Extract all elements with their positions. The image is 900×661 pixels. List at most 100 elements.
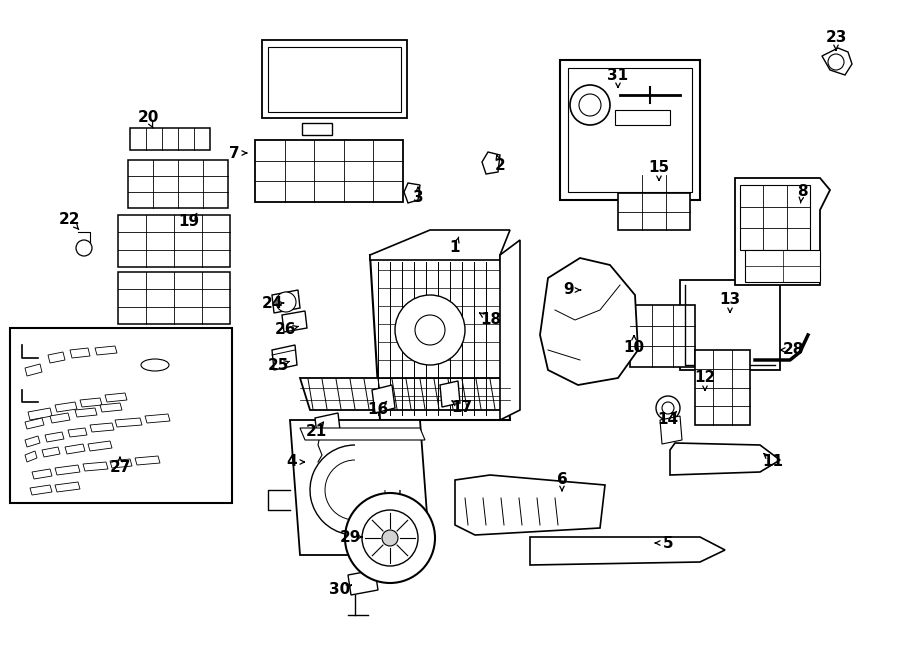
Polygon shape xyxy=(28,408,52,420)
Polygon shape xyxy=(55,402,77,412)
Text: 5: 5 xyxy=(662,535,673,551)
Text: 15: 15 xyxy=(648,161,670,176)
Polygon shape xyxy=(404,183,420,203)
Circle shape xyxy=(570,85,610,125)
Polygon shape xyxy=(25,436,40,447)
Bar xyxy=(695,350,750,425)
Text: 29: 29 xyxy=(339,529,361,545)
Polygon shape xyxy=(370,255,510,420)
Polygon shape xyxy=(50,413,70,423)
Bar xyxy=(262,40,407,118)
Polygon shape xyxy=(272,290,300,313)
Polygon shape xyxy=(660,416,682,444)
Polygon shape xyxy=(25,418,44,429)
Polygon shape xyxy=(25,451,37,462)
Text: 19: 19 xyxy=(178,215,200,229)
Text: 24: 24 xyxy=(261,295,283,311)
Polygon shape xyxy=(25,364,42,376)
Polygon shape xyxy=(55,465,80,475)
Text: 23: 23 xyxy=(825,30,847,46)
Bar xyxy=(740,185,810,250)
Polygon shape xyxy=(482,152,500,174)
Polygon shape xyxy=(745,250,820,282)
Text: 3: 3 xyxy=(413,190,423,204)
Polygon shape xyxy=(65,444,85,454)
Polygon shape xyxy=(90,423,114,432)
Text: 22: 22 xyxy=(59,212,81,227)
Polygon shape xyxy=(440,381,460,407)
Circle shape xyxy=(345,493,435,583)
Polygon shape xyxy=(75,408,97,417)
Bar xyxy=(255,140,403,202)
Bar xyxy=(630,305,695,367)
Polygon shape xyxy=(348,570,378,595)
Circle shape xyxy=(415,315,445,345)
Polygon shape xyxy=(32,469,52,479)
Text: 13: 13 xyxy=(719,293,741,307)
Polygon shape xyxy=(670,443,780,475)
Bar xyxy=(118,272,230,324)
Circle shape xyxy=(276,292,296,312)
Text: 31: 31 xyxy=(608,67,628,83)
Text: 30: 30 xyxy=(329,582,351,598)
Polygon shape xyxy=(45,432,64,442)
Circle shape xyxy=(662,402,674,414)
Polygon shape xyxy=(455,475,605,535)
Text: 25: 25 xyxy=(267,358,289,373)
Polygon shape xyxy=(735,178,830,285)
Polygon shape xyxy=(315,413,340,435)
Polygon shape xyxy=(30,485,52,495)
Polygon shape xyxy=(290,420,430,555)
Text: 9: 9 xyxy=(563,282,574,297)
Polygon shape xyxy=(110,459,132,468)
Polygon shape xyxy=(272,345,297,370)
Bar xyxy=(615,110,670,125)
Polygon shape xyxy=(88,441,112,451)
Bar xyxy=(10,328,232,503)
Polygon shape xyxy=(135,456,160,465)
Polygon shape xyxy=(95,346,117,355)
Bar xyxy=(560,60,700,200)
Polygon shape xyxy=(540,258,638,385)
Ellipse shape xyxy=(141,359,169,371)
Polygon shape xyxy=(115,418,142,427)
Circle shape xyxy=(76,240,92,256)
Text: 6: 6 xyxy=(556,473,567,488)
Circle shape xyxy=(362,510,418,566)
Bar xyxy=(118,215,230,267)
Bar xyxy=(128,160,228,208)
Bar xyxy=(268,47,401,112)
Bar xyxy=(618,175,690,230)
Circle shape xyxy=(828,54,844,70)
Polygon shape xyxy=(372,385,395,413)
Circle shape xyxy=(382,530,398,546)
Text: 16: 16 xyxy=(367,403,389,418)
Bar xyxy=(568,68,692,192)
Polygon shape xyxy=(300,378,510,410)
Text: 17: 17 xyxy=(452,401,472,416)
Text: 2: 2 xyxy=(495,157,506,173)
Bar xyxy=(130,128,210,150)
Text: 27: 27 xyxy=(109,461,130,475)
Text: 18: 18 xyxy=(481,313,501,327)
Text: 12: 12 xyxy=(695,371,716,385)
Text: 11: 11 xyxy=(762,455,784,469)
Polygon shape xyxy=(282,311,307,332)
Text: 1: 1 xyxy=(450,241,460,256)
Polygon shape xyxy=(370,230,510,260)
Polygon shape xyxy=(500,240,520,420)
Text: 26: 26 xyxy=(275,323,297,338)
Polygon shape xyxy=(145,414,170,423)
Text: 7: 7 xyxy=(229,145,239,161)
Text: 14: 14 xyxy=(657,412,679,428)
Circle shape xyxy=(656,396,680,420)
Circle shape xyxy=(579,94,601,116)
Polygon shape xyxy=(48,352,65,363)
Text: 28: 28 xyxy=(782,342,804,358)
Polygon shape xyxy=(105,393,127,402)
Polygon shape xyxy=(83,462,108,471)
Text: 10: 10 xyxy=(624,340,644,356)
Polygon shape xyxy=(100,403,122,412)
Polygon shape xyxy=(530,537,725,565)
Text: 21: 21 xyxy=(305,424,327,440)
